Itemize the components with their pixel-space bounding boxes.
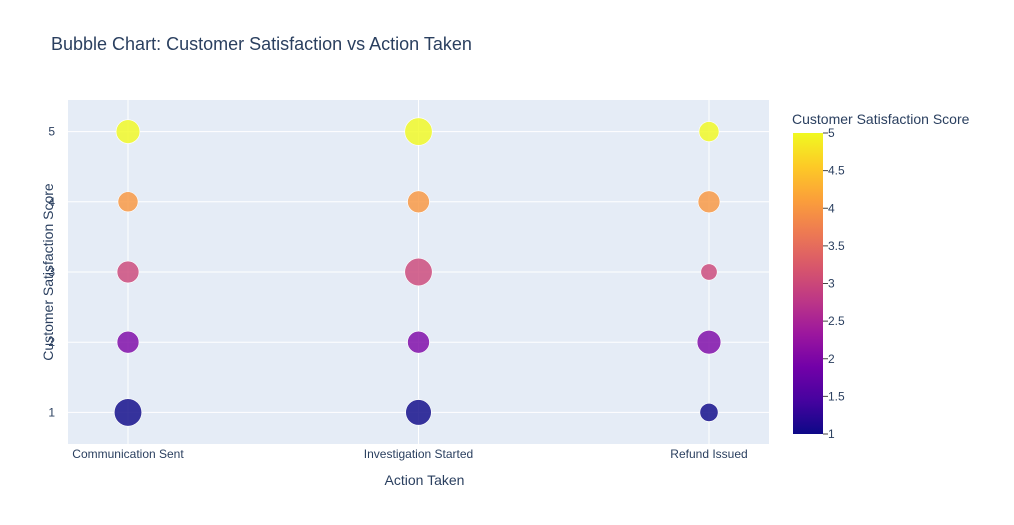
y-tick-label: 2 [48, 335, 55, 349]
colorbar-tick-label: 1 [828, 427, 835, 441]
colorbar-tick-label: 5 [828, 126, 835, 140]
bubble-point[interactable] [115, 119, 141, 144]
bubbles [113, 117, 722, 427]
y-tick-label: 4 [48, 195, 55, 209]
x-tick-label: Communication Sent [72, 447, 184, 461]
bubble-point[interactable] [700, 263, 718, 281]
colorbar-tick-label: 3.5 [828, 239, 845, 253]
bubble-point[interactable] [113, 398, 143, 427]
bubble-point[interactable] [116, 330, 140, 354]
chart-title: Bubble Chart: Customer Satisfaction vs A… [51, 34, 472, 54]
bubble-point[interactable] [404, 257, 433, 287]
bubble-point[interactable] [696, 330, 722, 355]
y-axis-ticks: 1 2 3 4 5 [48, 125, 55, 420]
colorbar-tick-label: 3 [828, 277, 835, 291]
y-tick-label: 3 [48, 265, 55, 279]
colorbar-ticks: 1 1.5 2 2.5 3 3.5 4 4.5 5 [823, 126, 845, 441]
bubble-point[interactable] [697, 190, 721, 214]
y-tick-label: 5 [48, 125, 55, 139]
x-tick-label: Refund Issued [670, 447, 747, 461]
bubble-point[interactable] [407, 190, 430, 214]
bubble-point[interactable] [407, 330, 430, 354]
colorbar-tick-label: 4.5 [828, 164, 845, 178]
bubble-point[interactable] [117, 191, 139, 213]
x-tick-label: Investigation Started [364, 447, 473, 461]
colorbar-tick-label: 1.5 [828, 389, 845, 403]
x-axis-ticks: Communication Sent Investigation Started R… [72, 447, 747, 461]
bubble-point[interactable] [699, 402, 719, 422]
colorbar-tick-label: 2 [828, 352, 835, 366]
y-tick-label: 1 [48, 405, 55, 419]
colorbar-tick-label: 4 [828, 201, 835, 215]
colorbar [793, 133, 823, 434]
bubble-point[interactable] [404, 117, 433, 146]
x-axis-title: Action Taken [385, 472, 465, 488]
bubble-point[interactable] [116, 260, 140, 284]
y-axis-title: Customer Satisfaction Score [40, 183, 56, 361]
colorbar-tick-label: 2.5 [828, 314, 845, 328]
bubble-point[interactable] [698, 121, 720, 142]
colorbar-title: Customer Satisfaction Score [792, 111, 970, 127]
bubble-point[interactable] [405, 399, 432, 426]
